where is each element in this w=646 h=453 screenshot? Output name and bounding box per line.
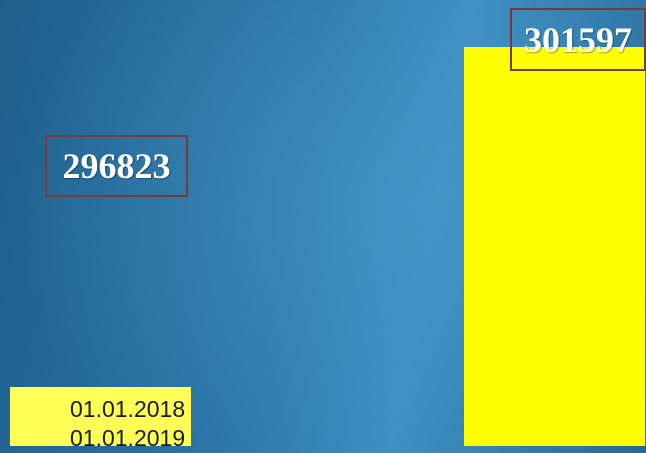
data-label-2018: 296823: [45, 135, 188, 197]
bar-2018: [10, 387, 191, 446]
data-label-2019: 301597: [510, 8, 646, 71]
legend: 01.01.2018 01.01.2019: [70, 395, 185, 453]
legend-item-2019: 01.01.2019: [70, 425, 186, 451]
legend-item-2018: 01.01.2018: [70, 396, 186, 422]
bar-2019: [464, 47, 645, 446]
